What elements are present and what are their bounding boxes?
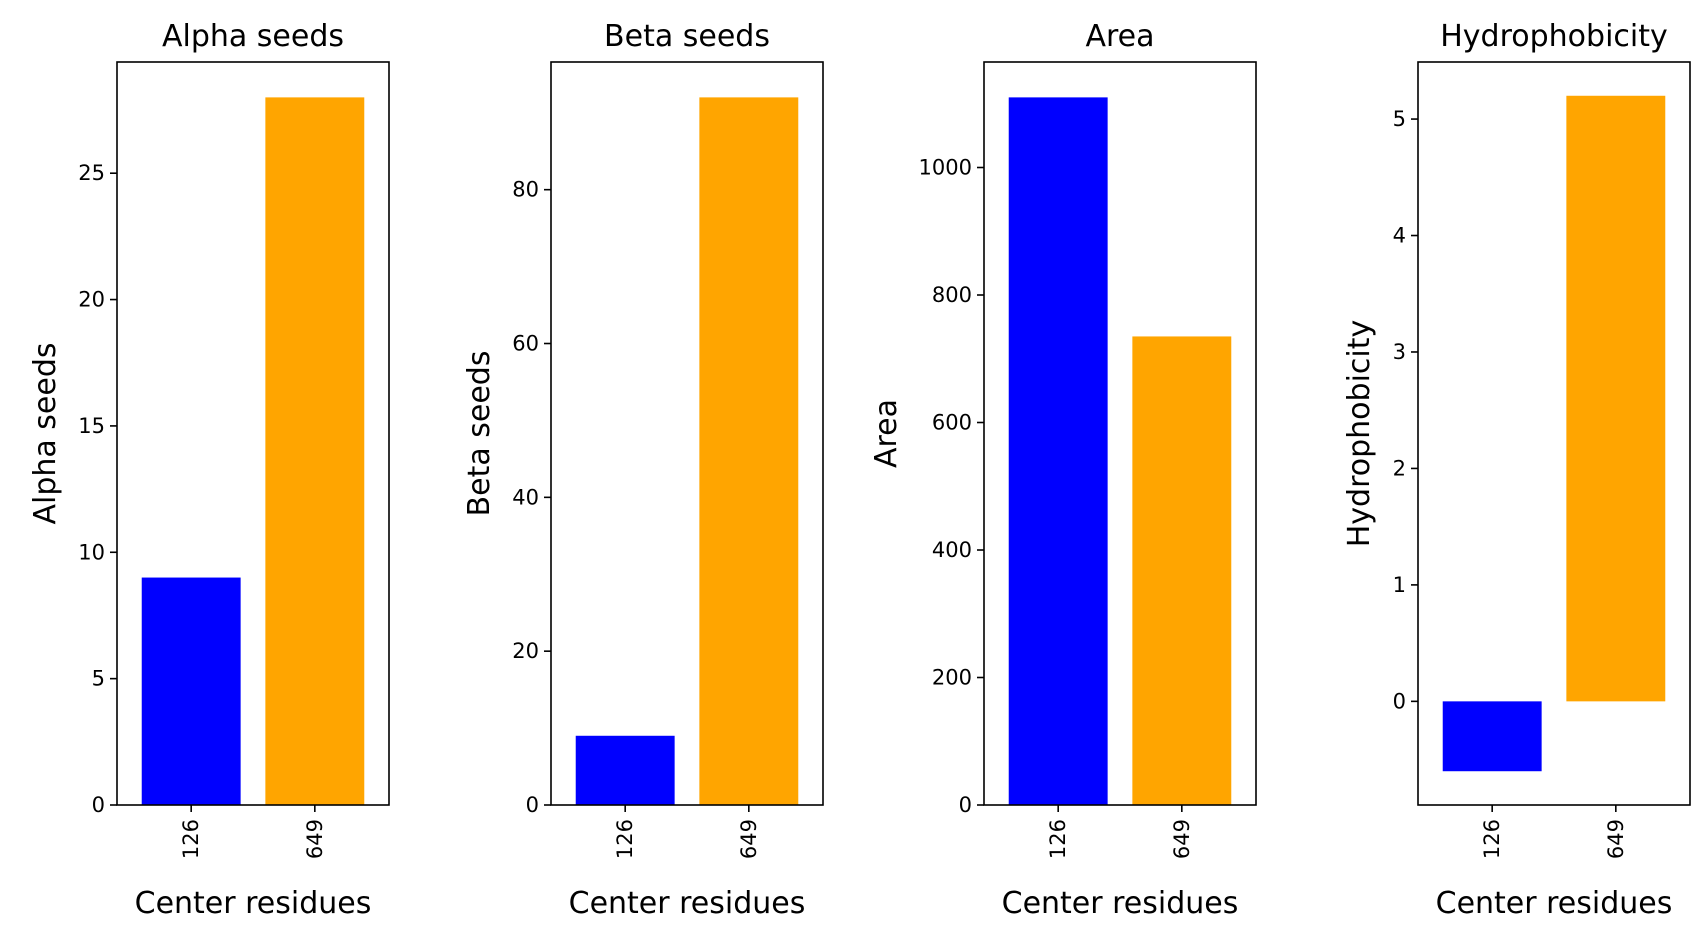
x-axis-label: Center residues <box>1436 886 1673 921</box>
y-tick-label: 600 <box>932 411 972 435</box>
x-tick-label: 126 <box>1480 819 1504 859</box>
y-tick-label: 15 <box>78 414 105 438</box>
y-tick-label: 60 <box>512 332 539 356</box>
x-tick-label: 126 <box>1046 819 1070 859</box>
x-axis-label: Center residues <box>569 886 806 921</box>
bar-126 <box>1008 97 1108 805</box>
chart-panel-3: 0 200 400 600 800 1000 126 649 Area Center residu… <box>869 19 1257 921</box>
y-tick-label: 400 <box>932 538 972 562</box>
x-tick-label: 649 <box>1170 819 1194 859</box>
x-tick-label: 649 <box>737 819 761 859</box>
chart-title: Alpha seeds <box>162 19 344 54</box>
axes-frame <box>550 61 824 806</box>
axes-frame <box>983 61 1257 806</box>
chart-title: Area <box>1085 19 1154 54</box>
chart-panel-1: 0 5 10 15 20 25 126 649 Alpha seeds Center residu… <box>28 19 390 921</box>
y-tick-label: 20 <box>78 288 105 312</box>
y-tick-label: 4 <box>1393 224 1406 248</box>
y-tick-label: 1 <box>1393 573 1406 597</box>
bar-649 <box>699 97 799 805</box>
chart-title: Hydrophobicity <box>1440 19 1668 54</box>
chart-title: Beta seeds <box>604 19 770 54</box>
bar-649 <box>265 97 365 805</box>
y-axis-label: Alpha seeds <box>28 342 63 524</box>
y-tick-label: 3 <box>1393 340 1406 364</box>
x-tick-label: 649 <box>1604 819 1628 859</box>
y-tick-label: 5 <box>92 667 105 691</box>
y-tick-label: 5 <box>1393 107 1406 131</box>
axes-frame <box>116 61 390 806</box>
y-tick-label: 20 <box>512 639 539 663</box>
y-tick-label: 25 <box>78 161 105 185</box>
y-axis-label: Area <box>869 399 904 468</box>
y-tick-label: 1000 <box>919 156 972 180</box>
bar-649 <box>1132 336 1232 805</box>
y-tick-label: 0 <box>959 793 972 817</box>
y-tick-label: 800 <box>932 283 972 307</box>
bar-126 <box>575 735 675 805</box>
axes-frame <box>1417 61 1691 806</box>
y-axis-label: Beta seeds <box>462 351 497 517</box>
x-axis-label: Center residues <box>135 886 372 921</box>
y-tick-label: 0 <box>92 793 105 817</box>
x-tick-label: 126 <box>179 819 203 859</box>
x-axis-label: Center residues <box>1002 886 1239 921</box>
y-tick-label: 2 <box>1393 456 1406 480</box>
y-tick-label: 0 <box>1393 689 1406 713</box>
bar-649 <box>1566 95 1666 702</box>
y-tick-label: 40 <box>512 485 539 509</box>
x-tick-label: 126 <box>613 819 637 859</box>
y-tick-label: 200 <box>932 666 972 690</box>
bar-126 <box>1442 701 1542 772</box>
bar-126 <box>141 577 241 805</box>
y-tick-label: 10 <box>78 540 105 564</box>
x-tick-label: 649 <box>303 819 327 859</box>
chart-panel-2: 0 20 40 60 80 126 649 Beta seeds Center residues… <box>462 19 824 921</box>
y-tick-label: 80 <box>512 178 539 202</box>
y-axis-label: Hydrophobicity <box>1342 320 1377 548</box>
chart-panel-4: 0 1 2 3 4 5 126 649 Hydrophobicity Center residue… <box>1342 19 1691 921</box>
y-tick-label: 0 <box>526 793 539 817</box>
